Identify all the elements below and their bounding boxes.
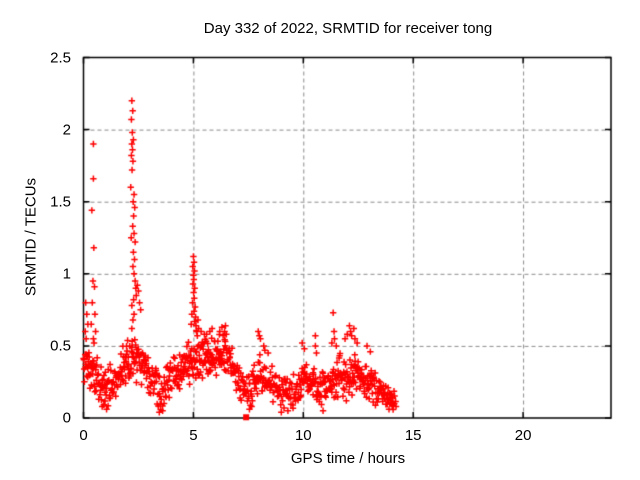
y-tick-label: 0.5 <box>50 337 71 355</box>
y-tick-label: 0 <box>62 409 71 427</box>
y-tick-label: 2.5 <box>50 49 71 66</box>
x-tick-label: 0 <box>79 427 88 444</box>
y-tick-label: 1.5 <box>50 193 71 211</box>
x-tick-label: 15 <box>404 427 422 444</box>
x-tick-label: 20 <box>514 427 532 444</box>
x-axis-label: GPS time / hours <box>290 450 406 467</box>
y-tick-label: 2 <box>62 121 71 139</box>
x-tick-label: 10 <box>294 427 312 444</box>
y-tick-label: 1 <box>62 265 71 283</box>
chart-title: Day 332 of 2022, SRMTID for receiver ton… <box>203 20 493 37</box>
x-tick-label: 5 <box>189 427 198 444</box>
